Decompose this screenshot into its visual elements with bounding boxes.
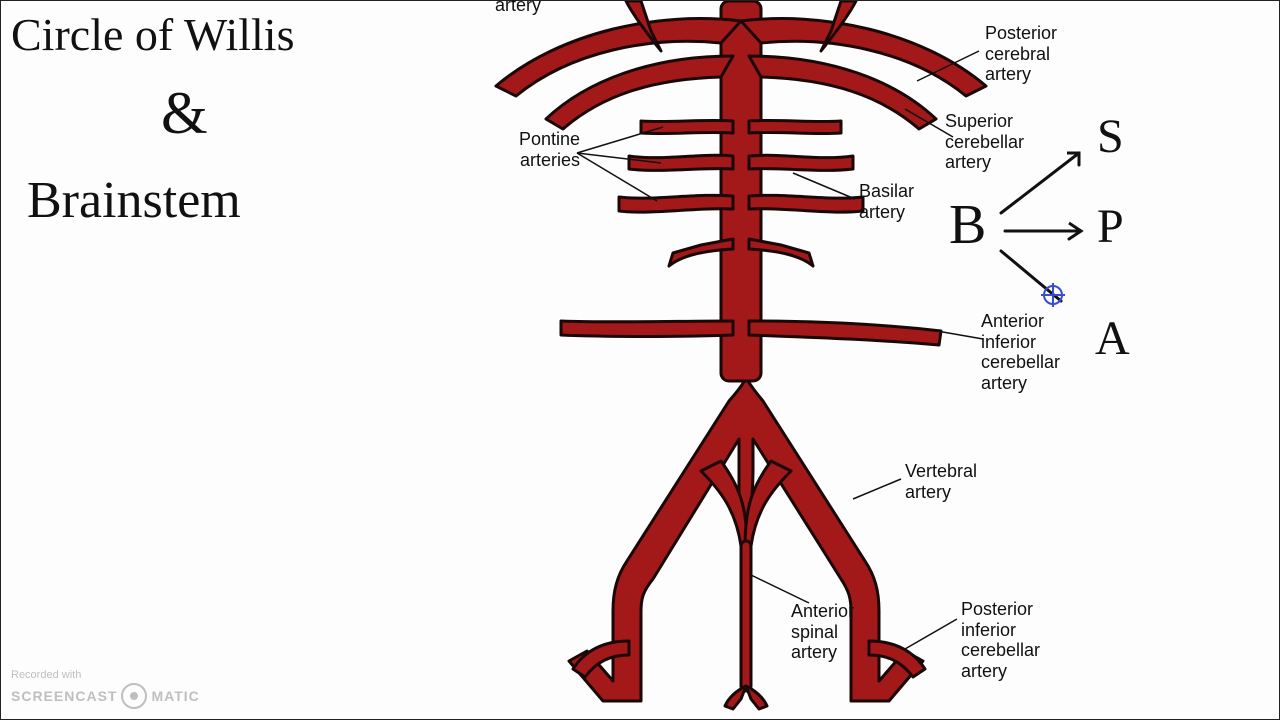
cursor-icon bbox=[1043, 285, 1063, 305]
watermark-o-icon bbox=[121, 683, 147, 709]
label-pontine: Pontinearteries bbox=[519, 129, 580, 170]
diagram-canvas: { "title_line1":"Circle of Willis", "tit… bbox=[0, 0, 1280, 720]
watermark: Recorded with SCREENCAST MATIC bbox=[11, 669, 200, 709]
label-top-cut: artery bbox=[495, 0, 541, 16]
label-anterior-spinal: Anteriorspinalartery bbox=[791, 601, 854, 663]
mnemonic-S: S bbox=[1097, 109, 1124, 164]
label-basilar: Basilarartery bbox=[859, 181, 914, 222]
watermark-small: Recorded with bbox=[11, 669, 200, 681]
label-superior-cerebellar: Superiorcerebellarartery bbox=[945, 111, 1024, 173]
title-line1: Circle of Willis bbox=[11, 7, 294, 62]
title-line2: Brainstem bbox=[27, 171, 241, 230]
label-posterior-cerebral: Posteriorcerebralartery bbox=[985, 23, 1057, 85]
watermark-text1: SCREENCAST bbox=[11, 688, 117, 704]
mnemonic-B: B bbox=[949, 193, 986, 257]
mnemonic-P: P bbox=[1097, 199, 1124, 254]
label-pica: Posteriorinferiorcerebellarartery bbox=[961, 599, 1040, 682]
title-ampersand: & bbox=[161, 79, 208, 148]
watermark-text2: MATIC bbox=[151, 688, 199, 704]
label-vertebral: Vertebralartery bbox=[905, 461, 977, 502]
mnemonic-A: A bbox=[1095, 311, 1130, 366]
label-aica: Anteriorinferiorcerebellarartery bbox=[981, 311, 1060, 394]
